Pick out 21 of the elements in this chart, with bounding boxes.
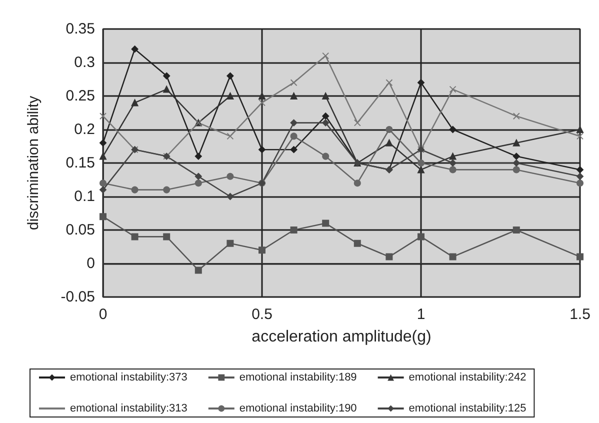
y-axis-title: discrimination ability xyxy=(25,95,42,230)
x-tick-label: 0.5 xyxy=(252,306,272,323)
y-tick-label: 0.25 xyxy=(66,88,95,104)
y-tick-label: 0.2 xyxy=(74,121,95,138)
y-tick-label: 0 xyxy=(86,255,95,272)
y-tick-label: -0.05 xyxy=(60,288,95,306)
y-tick-label: 0.35 xyxy=(66,20,95,38)
legend-label: emotional instability:125 xyxy=(408,402,526,414)
legend-label: emotional instability:190 xyxy=(239,402,357,414)
legend-label: emotional instability:242 xyxy=(408,372,526,384)
x-tick-label: 0 xyxy=(98,306,108,323)
y-tick-label: 0.1 xyxy=(74,188,95,205)
x-tick-label: 1.5 xyxy=(570,306,590,323)
x-tick-label: 1 xyxy=(416,306,426,323)
x-axis-title: acceleration amplitude(g) xyxy=(252,328,432,346)
y-tick-label: 0.3 xyxy=(74,54,95,71)
y-tick-label: 0.15 xyxy=(66,154,95,172)
legend-label: emotional instability:373 xyxy=(70,372,188,384)
legend-label: emotional instability:189 xyxy=(239,372,357,384)
legend-label: emotional instability:313 xyxy=(70,402,188,414)
y-tick-label: 0.05 xyxy=(66,222,95,238)
